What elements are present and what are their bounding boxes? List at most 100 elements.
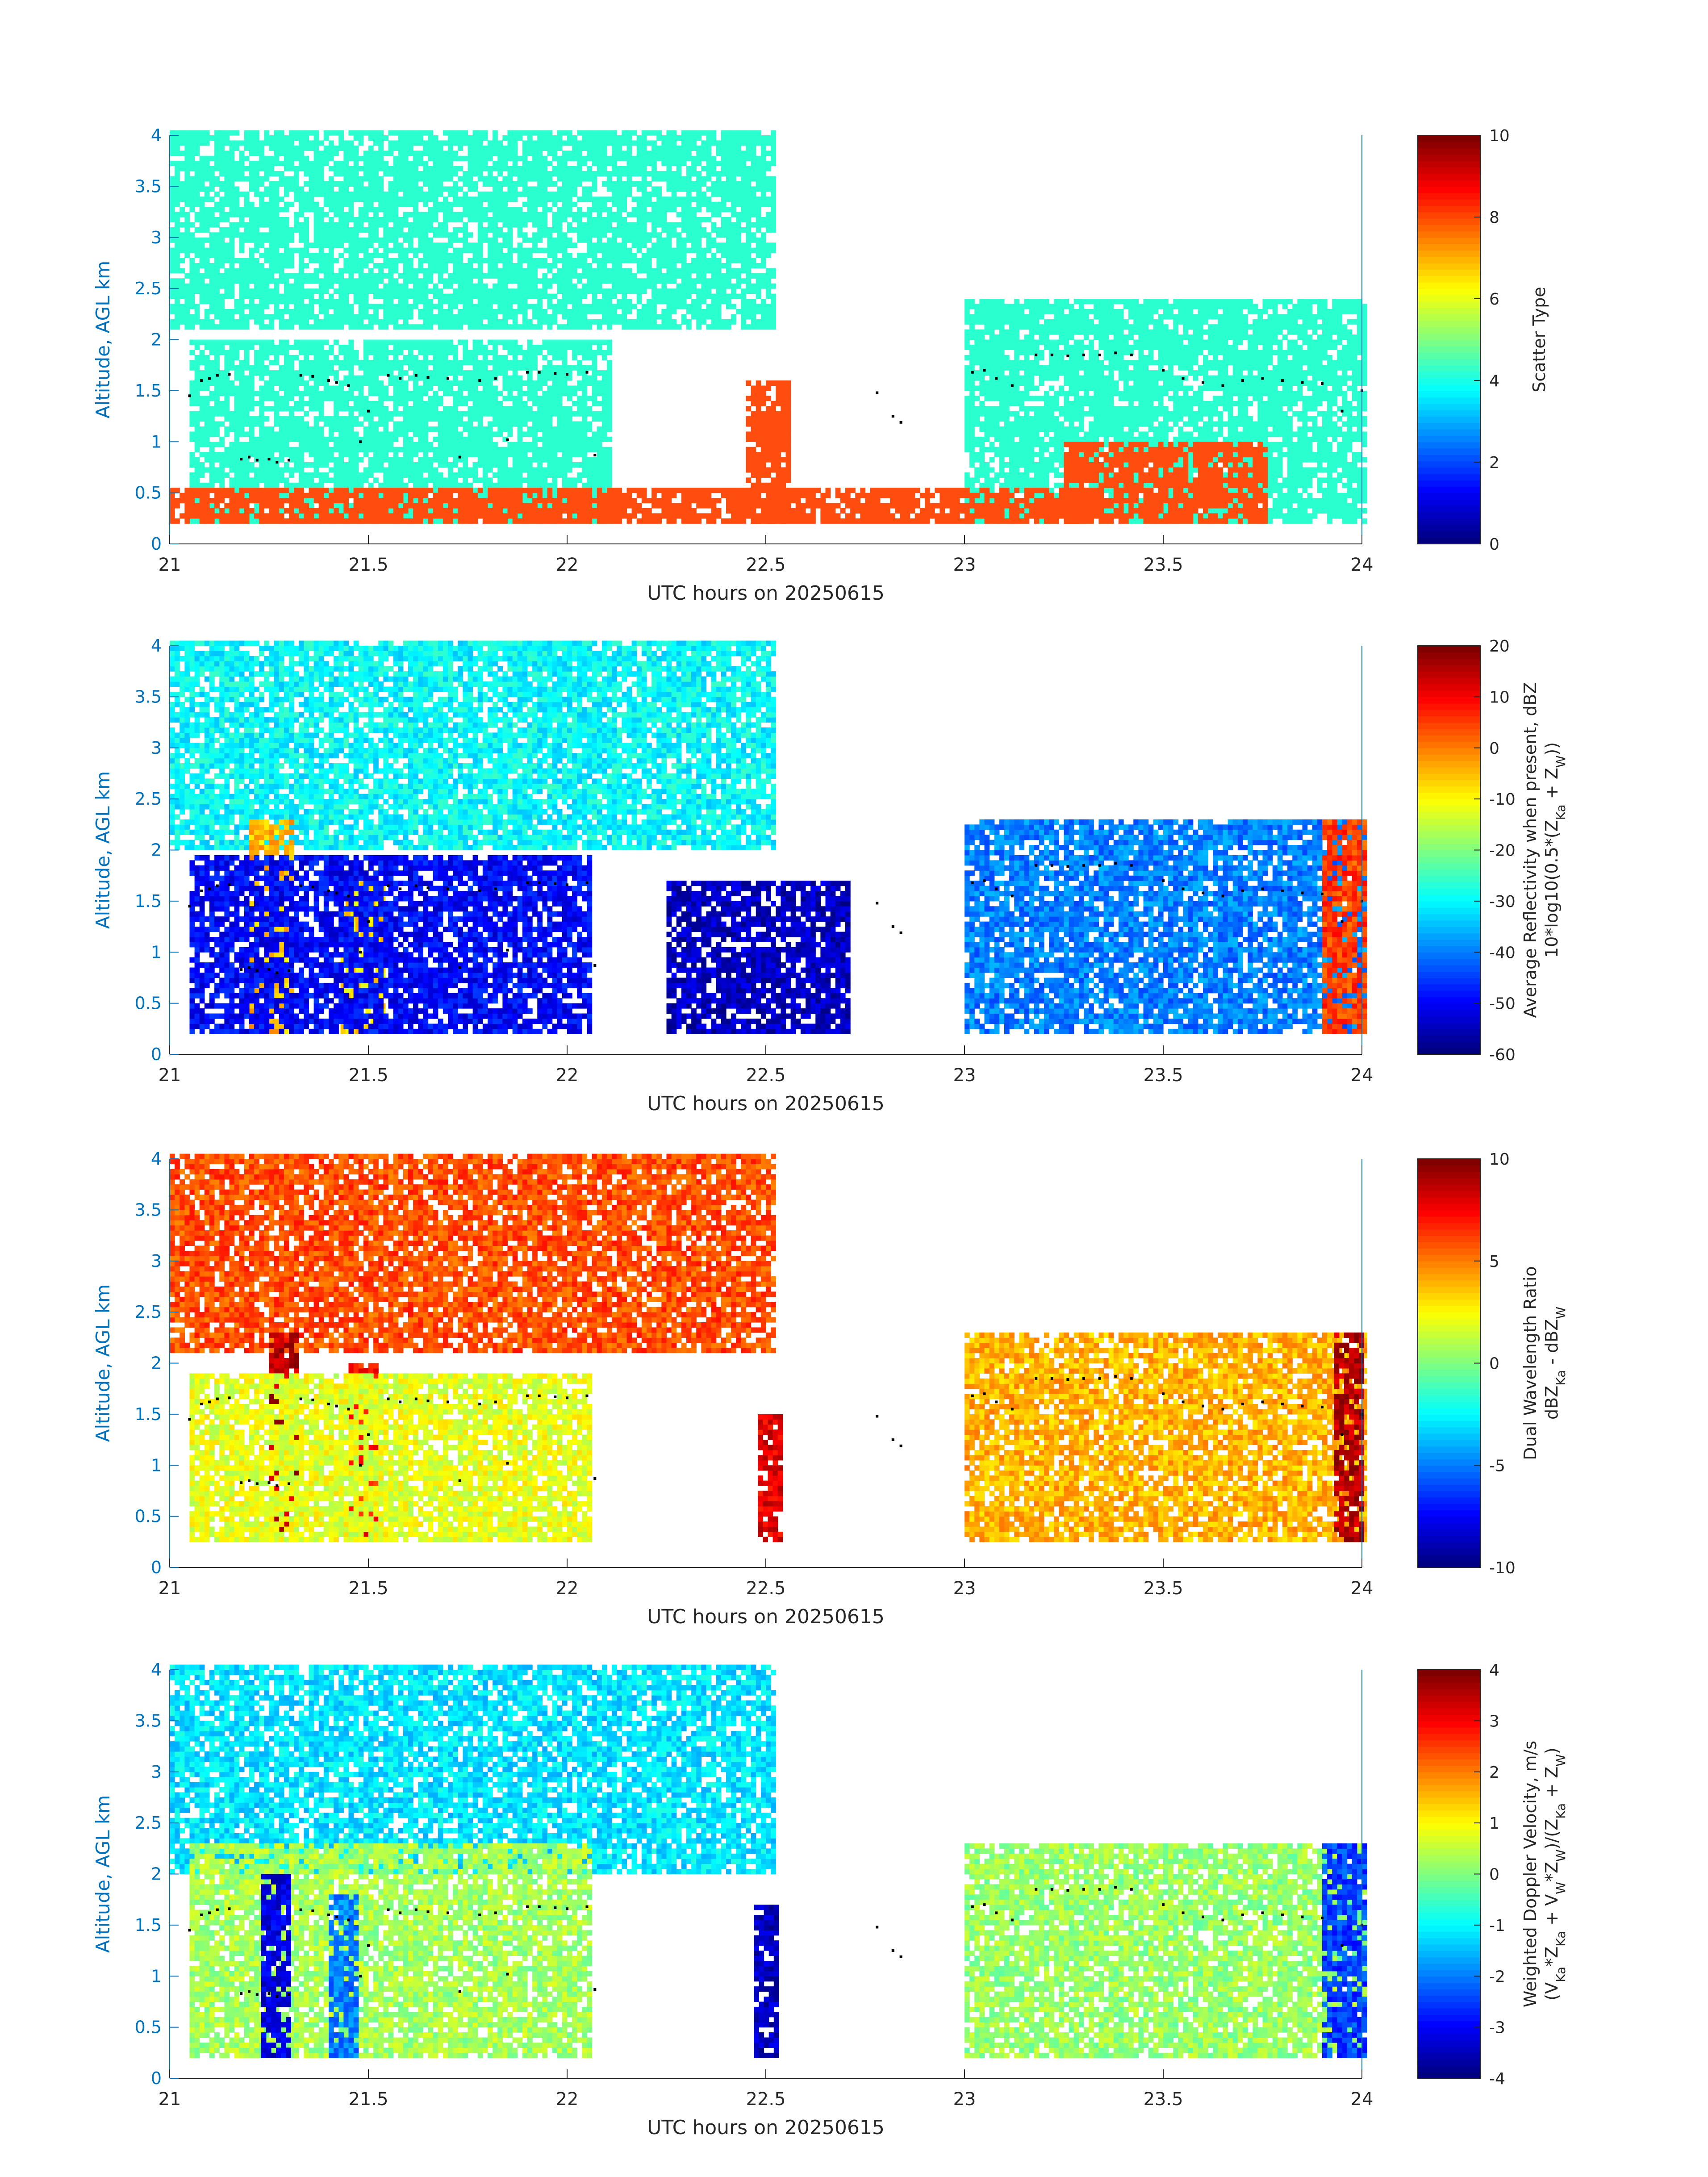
heatmap-cell xyxy=(318,247,324,253)
heatmap-cell xyxy=(313,355,319,360)
heatmap-cell xyxy=(716,288,722,294)
heatmap-cell xyxy=(259,166,264,171)
heatmap-cell xyxy=(438,191,443,197)
heatmap-cell xyxy=(274,288,280,294)
heatmap-cell xyxy=(224,293,230,299)
heatmap-cell xyxy=(577,171,582,177)
heatmap-cell xyxy=(289,324,294,330)
heatmap-cell xyxy=(641,222,647,228)
heatmap-cell xyxy=(760,191,766,197)
heatmap-cell xyxy=(348,242,354,248)
heatmap-cell xyxy=(343,247,349,253)
heatmap-cell xyxy=(318,176,324,182)
heatmap-cell xyxy=(363,447,369,452)
heatmap-cell xyxy=(393,263,399,268)
heatmap-cell xyxy=(363,416,369,422)
heatmap-cell xyxy=(527,247,533,253)
heatmap-cell xyxy=(532,263,538,268)
heatmap-cell xyxy=(666,140,672,146)
heatmap-cell xyxy=(666,222,672,228)
heatmap-cell xyxy=(274,477,280,483)
heatmap-cell xyxy=(681,130,687,136)
heatmap-cell xyxy=(189,191,195,197)
heatmap-cell xyxy=(661,227,667,233)
heatmap-cell xyxy=(214,309,220,314)
heatmap-cell xyxy=(641,314,647,320)
heatmap-cell xyxy=(681,145,687,151)
heatmap-cell xyxy=(343,191,349,197)
heatmap-cell xyxy=(413,247,418,253)
heatmap-cell xyxy=(488,293,493,299)
heatmap-cell xyxy=(463,263,468,268)
heatmap-cell xyxy=(214,385,220,391)
heatmap-cell xyxy=(562,324,568,330)
heatmap-cell xyxy=(398,155,404,161)
heatmap-cell xyxy=(572,155,577,161)
heatmap-cell xyxy=(388,309,394,314)
heatmap-cell xyxy=(264,232,270,238)
heatmap-cell xyxy=(428,253,434,259)
heatmap-cell xyxy=(299,161,304,167)
heatmap-cell xyxy=(433,319,438,325)
heatmap-cell xyxy=(244,293,250,299)
heatmap-cell xyxy=(756,135,761,141)
heatmap-cell xyxy=(323,278,329,284)
heatmap-cell xyxy=(249,227,255,233)
heatmap-cell xyxy=(681,319,687,325)
heatmap-cell xyxy=(224,278,230,284)
heatmap-cell xyxy=(358,309,364,314)
heatmap-cell xyxy=(681,150,687,156)
heatmap-cell xyxy=(488,253,493,259)
heatmap-cell xyxy=(304,191,309,197)
heatmap-cell xyxy=(224,508,230,514)
heatmap-cell xyxy=(458,278,463,284)
heatmap-cell xyxy=(343,401,349,406)
heatmap-cell xyxy=(378,390,384,396)
heatmap-cell xyxy=(368,268,374,274)
heatmap-cell xyxy=(537,304,543,309)
heatmap-cell xyxy=(477,201,483,207)
heatmap-cell xyxy=(612,309,617,314)
heatmap-cell xyxy=(607,207,612,213)
heatmap-cell xyxy=(423,304,429,309)
heatmap-cell xyxy=(224,385,230,391)
heatmap-cell xyxy=(766,181,771,187)
heatmap-cell xyxy=(318,380,324,386)
heatmap-cell xyxy=(204,293,210,299)
heatmap-cell xyxy=(358,130,364,136)
heatmap-cell xyxy=(746,309,752,314)
heatmap-cell xyxy=(681,273,687,279)
heatmap-cell xyxy=(249,263,255,268)
heatmap-cell xyxy=(229,150,235,156)
heatmap-cell xyxy=(666,304,672,309)
heatmap-cell xyxy=(383,258,389,263)
heatmap-cell xyxy=(532,314,538,320)
heatmap-cell xyxy=(323,191,329,197)
heatmap-cell xyxy=(373,227,379,233)
heatmap-cell xyxy=(472,319,478,325)
heatmap-cell xyxy=(279,396,284,401)
heatmap-cell xyxy=(234,309,240,314)
heatmap-cell xyxy=(194,375,200,381)
heatmap-cell xyxy=(477,309,483,314)
heatmap-cell xyxy=(517,253,523,259)
heatmap-cell xyxy=(771,150,776,156)
heatmap-cell xyxy=(363,436,369,442)
heatmap-cell xyxy=(234,452,240,458)
heatmap-cell xyxy=(686,227,692,233)
heatmap-cell xyxy=(597,196,602,202)
heatmap-cell xyxy=(453,196,458,202)
heatmap-cell xyxy=(244,339,250,345)
heatmap-cell xyxy=(701,145,707,151)
heatmap-cell xyxy=(299,421,304,427)
heatmap-cell xyxy=(329,319,334,325)
heatmap-cell xyxy=(348,436,354,442)
heatmap-cell xyxy=(746,217,752,223)
heatmap-cell xyxy=(259,339,264,345)
heatmap-cell xyxy=(512,319,518,325)
heatmap-cell xyxy=(666,145,672,151)
heatmap-cell xyxy=(294,196,299,202)
heatmap-cell xyxy=(304,442,309,447)
heatmap-cell xyxy=(170,150,175,156)
heatmap-cell xyxy=(547,161,553,167)
